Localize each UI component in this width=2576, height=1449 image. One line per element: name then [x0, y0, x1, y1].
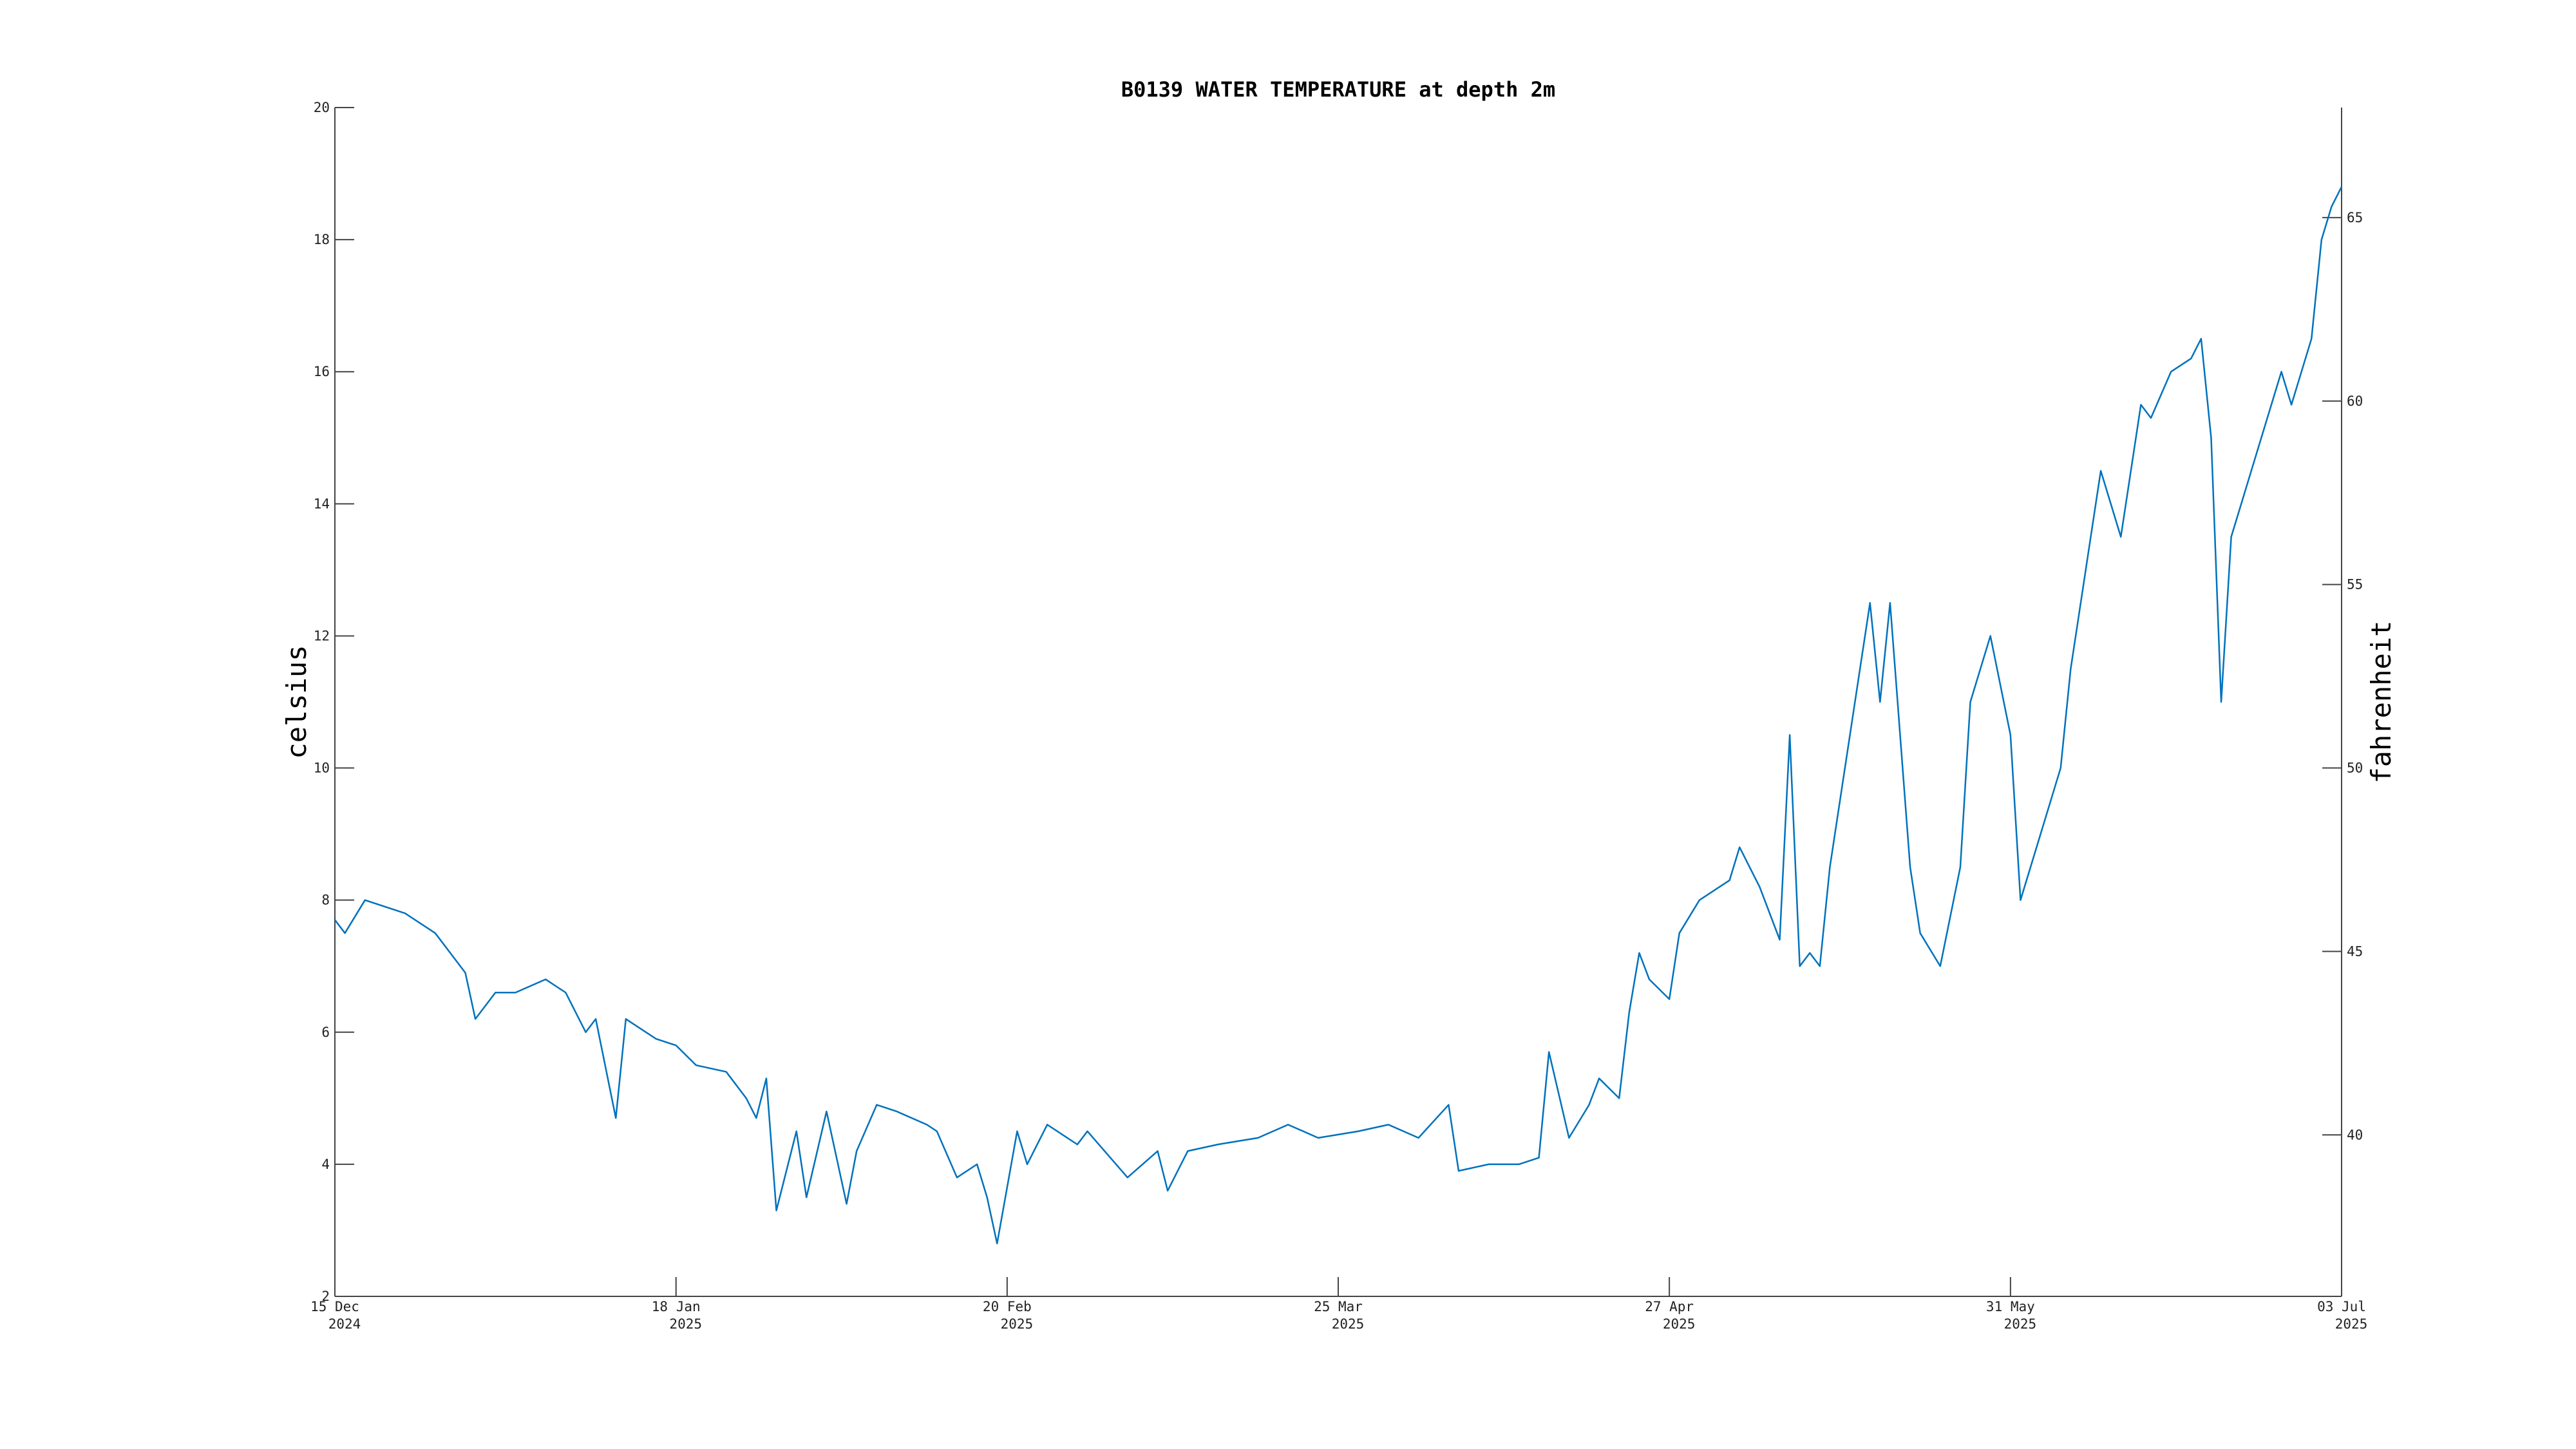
- y2-tick-label: 65: [2347, 210, 2363, 225]
- y2-tick-label: 50: [2347, 761, 2363, 776]
- y-tick-label: 12: [314, 628, 330, 643]
- x-tick-year: 2025: [1663, 1316, 1696, 1332]
- y-tick-label: 14: [314, 496, 330, 511]
- x-tick-label: 27 Apr: [1645, 1299, 1694, 1314]
- x-tick-label: 31 May: [1986, 1299, 2035, 1314]
- x-tick-year: 2024: [328, 1316, 361, 1332]
- x-tick-year: 2025: [669, 1316, 702, 1332]
- y-tick-label: 8: [321, 893, 330, 908]
- y-tick-label: 10: [314, 761, 330, 776]
- x-tick-year: 2025: [1332, 1316, 1365, 1332]
- x-tick-label: 15 Dec: [310, 1299, 359, 1314]
- y2-tick-label: 60: [2347, 393, 2363, 409]
- y-tick-label: 20: [314, 100, 330, 115]
- temperature-line: [334, 186, 2343, 1245]
- y2-tick-label: 55: [2347, 577, 2363, 592]
- x-tick-label: 25 Mar: [1314, 1299, 1363, 1314]
- chart-title: B0139 WATER TEMPERATURE at depth 2m: [1121, 77, 1555, 102]
- x-tick-label: 20 Feb: [983, 1299, 1032, 1314]
- x-tick-year: 2025: [1001, 1316, 1034, 1332]
- y2-tick-label: 40: [2347, 1127, 2363, 1142]
- y2-tick-label: 45: [2347, 943, 2363, 959]
- y-tick-label: 2: [321, 1289, 330, 1304]
- x-tick-label: 03 Jul: [2317, 1299, 2366, 1314]
- y-tick-label: 16: [314, 364, 330, 379]
- y-tick-label: 18: [314, 232, 330, 247]
- x-tick-year: 2025: [2335, 1316, 2368, 1332]
- x-tick-year: 2025: [2004, 1316, 2037, 1332]
- y-tick-label: 4: [321, 1157, 330, 1172]
- y-axis-label: celsius: [281, 645, 312, 759]
- y-tick-label: 6: [321, 1025, 330, 1040]
- x-tick-label: 18 Jan: [652, 1299, 701, 1314]
- y2-axis-label: fahrenheit: [2365, 621, 2397, 784]
